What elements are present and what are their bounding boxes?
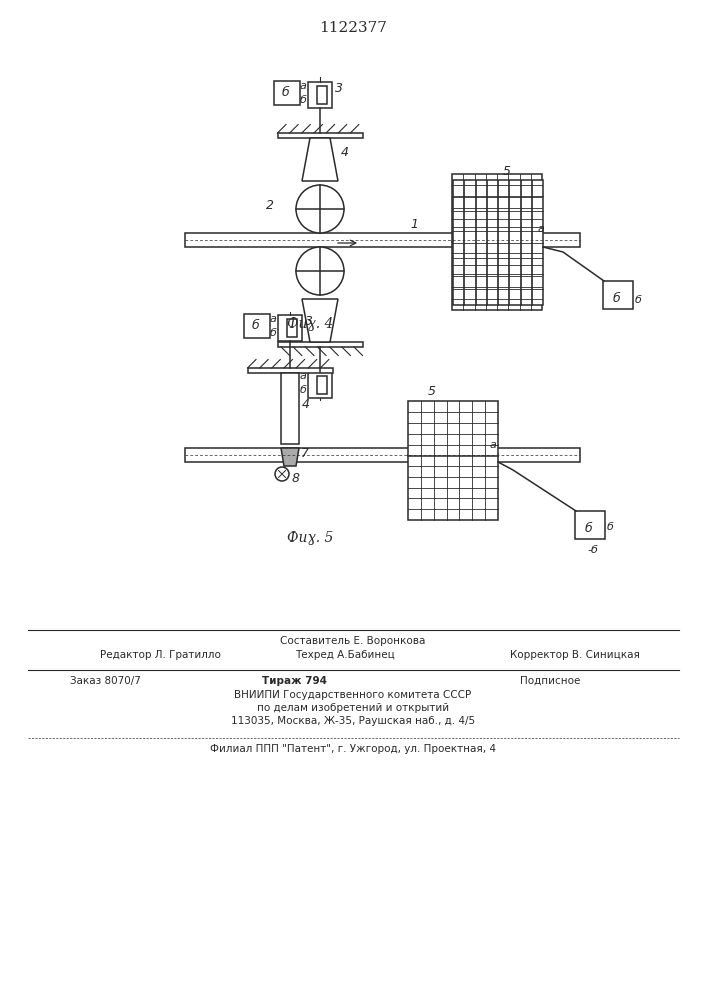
Text: 3: 3 bbox=[305, 315, 313, 328]
Bar bbox=[408, 401, 498, 456]
Text: a: a bbox=[490, 440, 497, 450]
Bar bbox=[308, 82, 332, 108]
Text: Редактор Л. Гратилло: Редактор Л. Гратилло bbox=[100, 650, 221, 660]
Text: 1122377: 1122377 bbox=[319, 21, 387, 35]
Bar bbox=[408, 455, 498, 520]
Text: Филиал ППП "Патент", г. Ужгород, ул. Проектная, 4: Филиал ППП "Патент", г. Ужгород, ул. Про… bbox=[210, 744, 496, 754]
Text: Техред А.Бабинец: Техред А.Бабинец bbox=[295, 650, 395, 660]
Text: б: б bbox=[252, 319, 259, 332]
Text: a: a bbox=[300, 81, 307, 91]
Text: б: б bbox=[585, 522, 592, 535]
Text: 4: 4 bbox=[302, 398, 310, 412]
Text: б: б bbox=[300, 385, 307, 395]
Bar bbox=[185, 448, 580, 462]
Text: Заказ 8070/7: Заказ 8070/7 bbox=[70, 676, 141, 686]
Bar bbox=[244, 314, 270, 338]
Text: б: б bbox=[607, 522, 614, 532]
Bar bbox=[287, 319, 297, 337]
Text: 4: 4 bbox=[341, 146, 349, 159]
Text: б: б bbox=[613, 292, 621, 305]
Text: 8: 8 bbox=[292, 472, 300, 485]
Bar bbox=[278, 315, 302, 341]
Text: -б: -б bbox=[588, 545, 599, 555]
Polygon shape bbox=[302, 138, 338, 181]
Bar bbox=[603, 281, 633, 309]
Bar bbox=[575, 511, 605, 539]
Text: 1: 1 bbox=[410, 218, 418, 231]
Text: 113035, Москва, Ж-35, Раушская наб., д. 4/5: 113035, Москва, Ж-35, Раушская наб., д. … bbox=[231, 716, 475, 726]
Polygon shape bbox=[302, 299, 338, 342]
Polygon shape bbox=[281, 448, 299, 466]
Bar bbox=[453, 180, 543, 305]
Text: б: б bbox=[282, 86, 290, 99]
Bar bbox=[247, 368, 332, 373]
Bar bbox=[185, 233, 580, 247]
Circle shape bbox=[275, 467, 289, 481]
Text: 7: 7 bbox=[301, 447, 309, 460]
Text: Фиɣ. 4: Фиɣ. 4 bbox=[287, 317, 333, 331]
Text: Корректор В. Синицкая: Корректор В. Синицкая bbox=[510, 650, 640, 660]
Text: 5: 5 bbox=[503, 165, 511, 178]
Text: a: a bbox=[538, 224, 545, 234]
Bar bbox=[452, 174, 542, 242]
Text: Составитель Е. Воронкова: Составитель Е. Воронкова bbox=[280, 636, 426, 646]
Text: Фиɣ. 5: Фиɣ. 5 bbox=[287, 531, 333, 545]
Text: 3: 3 bbox=[335, 82, 343, 95]
Bar bbox=[281, 373, 299, 444]
Text: ВНИИПИ Государственного комитета СССР: ВНИИПИ Государственного комитета СССР bbox=[235, 690, 472, 700]
Bar bbox=[452, 242, 542, 310]
Bar bbox=[274, 81, 300, 105]
Circle shape bbox=[296, 185, 344, 233]
Bar bbox=[308, 372, 332, 398]
Text: 5: 5 bbox=[428, 385, 436, 398]
Text: б: б bbox=[635, 295, 642, 305]
Text: б: б bbox=[270, 328, 277, 338]
Text: Тираж 794: Тираж 794 bbox=[262, 676, 327, 686]
Text: б: б bbox=[300, 95, 307, 105]
Text: Подписное: Подписное bbox=[520, 676, 580, 686]
Text: по делам изобретений и открытий: по делам изобретений и открытий bbox=[257, 703, 449, 713]
Text: a: a bbox=[270, 314, 277, 324]
Text: a: a bbox=[300, 371, 307, 381]
Bar bbox=[317, 376, 327, 394]
Text: 2: 2 bbox=[266, 199, 274, 212]
Bar bbox=[278, 133, 363, 138]
Bar bbox=[317, 86, 327, 104]
Bar bbox=[278, 342, 363, 347]
Circle shape bbox=[296, 247, 344, 295]
